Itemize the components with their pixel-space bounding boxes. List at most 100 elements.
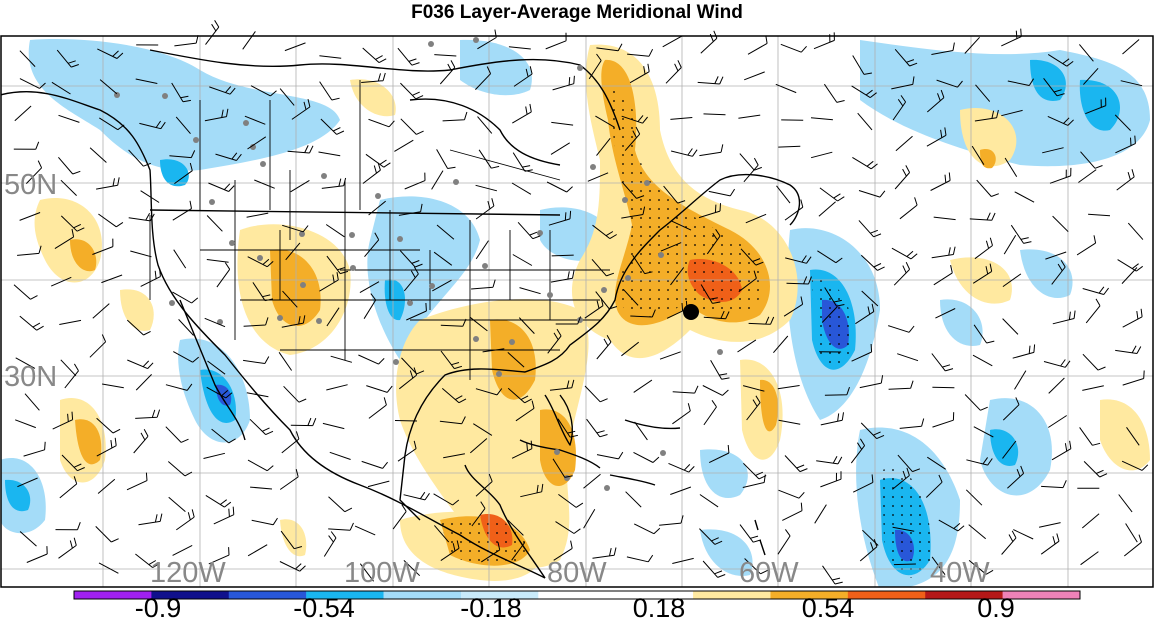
wind-barb-icon	[359, 281, 380, 294]
wind-barb-icon	[964, 36, 980, 54]
wind-barb-icon	[512, 254, 533, 266]
colorbar-swatch	[460, 591, 539, 599]
wind-barb-icon	[361, 72, 386, 83]
wind-barb-icon	[511, 542, 526, 561]
wind-barb-icon	[89, 147, 107, 163]
wind-barb-icon	[128, 212, 155, 222]
wind-barb-icon	[1047, 53, 1074, 67]
wind-barb-icon	[434, 54, 457, 57]
wind-barb-icon	[972, 263, 993, 284]
wind-barb-icon	[1083, 461, 1108, 478]
wind-barb-icon	[172, 291, 199, 304]
wind-barb-icon	[555, 521, 581, 534]
wind-barb-icon	[588, 53, 602, 80]
wind-barb-icon	[482, 348, 505, 353]
wind-barb-icon	[204, 108, 229, 122]
wind-barb-icon	[1003, 235, 1017, 255]
wind-barb-icon	[1002, 273, 1022, 288]
colorbar-label-0.18: 0.18	[633, 593, 686, 622]
colorbar-label-neg-0.54: -0.54	[293, 593, 355, 622]
wind-barb-icon	[592, 224, 617, 240]
wind-barb-icon	[557, 418, 579, 438]
wind-barb-icon	[507, 387, 532, 404]
wind-barb-icon	[595, 291, 618, 310]
wind-barb-icon	[1085, 97, 1107, 115]
wind-barb-icon	[319, 55, 342, 59]
wind-barb-icon	[700, 284, 721, 304]
wind-barb-icon	[555, 316, 582, 325]
wind-barb-icon	[171, 82, 191, 103]
wind-barb-icon	[176, 509, 195, 531]
wind-barb-icon	[932, 412, 955, 428]
wind-barb-icon	[17, 245, 42, 256]
wind-barb-icon	[973, 324, 995, 344]
wind-barb-icon	[855, 303, 875, 325]
wind-barb-icon	[899, 418, 925, 429]
wind-barb-icon	[552, 458, 573, 478]
wind-barb-icon	[247, 459, 274, 472]
wind-barb-icon	[823, 83, 845, 103]
wind-barb-icon	[926, 127, 947, 147]
wind-barb-icon	[634, 421, 648, 441]
wind-barb-icon	[633, 379, 653, 393]
wind-barb-icon	[1004, 157, 1018, 177]
wind-barb-icon	[282, 224, 309, 233]
stippling	[440, 89, 931, 578]
wind-barb-icon	[670, 267, 685, 286]
wind-barb-icon	[699, 144, 724, 157]
wind-barb-icon	[663, 185, 686, 204]
wind-barb-icon	[89, 334, 107, 358]
wind-barb-icon	[592, 547, 617, 559]
wind-barb-icon	[662, 35, 683, 48]
state-borders	[149, 80, 610, 380]
wind-barb-icon	[935, 308, 956, 319]
wind-barb-icon	[1126, 427, 1140, 446]
wind-barb-icon	[773, 335, 789, 354]
wind-barb-icon	[519, 287, 541, 295]
wind-barb-icon	[401, 357, 425, 375]
wind-barb-icon	[281, 315, 306, 328]
map-frame	[0, 35, 1154, 588]
colorbar	[73, 590, 1081, 600]
wind-barb-icon	[851, 85, 877, 99]
wind-barb-icon	[96, 437, 117, 457]
wind-barb-icon	[892, 467, 910, 490]
wind-barb-icon	[583, 509, 596, 529]
wind-barb-icon	[672, 385, 699, 394]
wind-barb-icon	[50, 276, 72, 287]
wind-barb-icon	[966, 457, 993, 466]
wind-barb-icon	[737, 339, 757, 353]
wind-barb-icon	[440, 350, 463, 370]
wind-barb-icon	[96, 417, 121, 434]
wind-barb-icon	[1052, 215, 1069, 233]
wind-barb-icon	[850, 438, 866, 464]
wind-barb-icon	[892, 95, 907, 121]
coastlines	[1, 49, 801, 579]
wind-barb-icon	[891, 247, 918, 260]
wind-barb-icon	[931, 246, 956, 259]
wind-barb-icon	[816, 455, 843, 465]
colorbar-swatch	[1002, 591, 1081, 599]
wind-barb-icon	[852, 55, 872, 75]
wind-barb-icon	[365, 153, 391, 168]
wind-barb-icon	[742, 385, 765, 392]
wind-barb-icon	[596, 451, 624, 460]
wind-barb-icon	[974, 109, 999, 122]
lat-label-50n: 50N	[4, 169, 57, 201]
wind-barb-icon	[1002, 440, 1017, 459]
wind-barb-icon	[139, 120, 166, 130]
wind-barb-icon	[1079, 427, 1101, 446]
colorbar-swatch	[925, 591, 1003, 599]
colorbar-swatch	[693, 591, 771, 599]
wind-barb-icon	[325, 224, 345, 238]
wind-barb-icon	[625, 491, 642, 508]
wind-barb-icon	[213, 506, 235, 525]
wind-barb-icon	[888, 325, 915, 333]
wind-barb-icon	[243, 356, 270, 364]
wind-barb-icon	[252, 282, 274, 302]
wind-barb-icon	[95, 526, 119, 543]
wind-barb-icon	[932, 386, 955, 389]
wind-barb-icon	[1083, 67, 1099, 85]
wind-barb-icon	[672, 557, 694, 564]
wind-barb-icon	[778, 419, 801, 425]
